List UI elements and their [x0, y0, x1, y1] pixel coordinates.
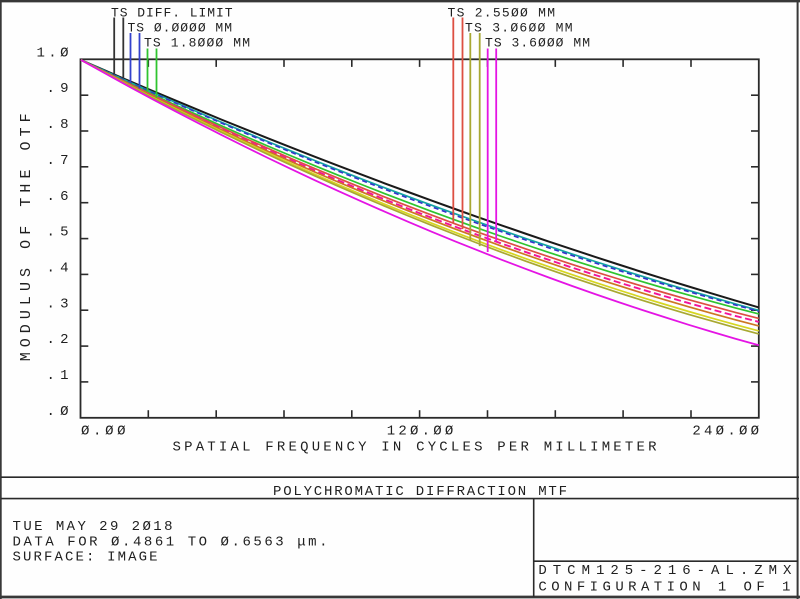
svg-text:TS 1.8ØØØ MM: TS 1.8ØØØ MM [144, 36, 250, 51]
svg-text:TS 2.55ØØ MM: TS 2.55ØØ MM [448, 5, 556, 20]
svg-text:TS 3.6ØØØ MM: TS 3.6ØØØ MM [485, 36, 590, 51]
svg-text:TS DIFF. LIMIT: TS DIFF. LIMIT [111, 5, 233, 20]
svg-text:TUE MAY 29 2Ø18: TUE MAY 29 2Ø18 [13, 519, 173, 535]
svg-text:POLYCHROMATIC DIFFRACTION MTF: POLYCHROMATIC DIFFRACTION MTF [273, 484, 567, 500]
svg-text:1.Ø: 1.Ø [37, 45, 69, 61]
svg-text:TS 3.Ø6ØØ MM: TS 3.Ø6ØØ MM [465, 21, 573, 36]
svg-text:TS Ø.ØØØØ MM: TS Ø.ØØØØ MM [128, 21, 233, 36]
svg-text:DATA FOR Ø.4861 TO Ø.6563 μm.: DATA FOR Ø.4861 TO Ø.6563 μm. [13, 534, 328, 550]
